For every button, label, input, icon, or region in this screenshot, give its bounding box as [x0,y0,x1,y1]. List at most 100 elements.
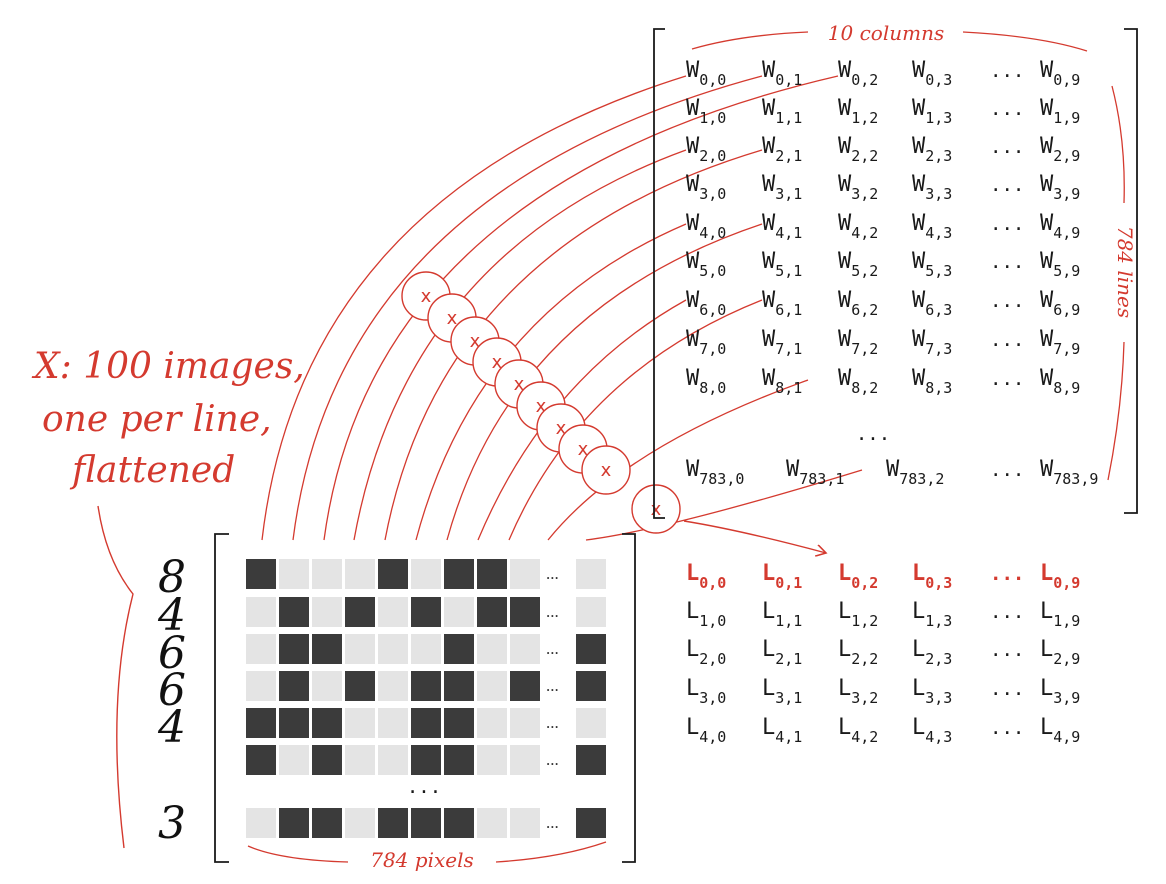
weight-row: W2,0 W2,1 W2,2 W2,3 W2,9... [686,134,1080,165]
lines-label: 784 lines [1113,226,1137,318]
logit-cell: L2,2 [838,637,878,668]
logit-cell: L4,1 [762,715,802,746]
pixel-cell [378,671,408,701]
multiply-symbol: x [470,331,481,352]
x-label-line2: one per line, [42,399,272,440]
pixel-cell [378,597,408,627]
image-pixel-row: ... [246,708,606,738]
result-arrow [683,520,826,553]
digit-label: 6 [158,665,186,716]
pixel-cell [378,708,408,738]
weight-ellipsis: ... [990,136,1024,158]
pixel-cell [345,708,375,738]
pixel-cell [279,708,309,738]
pixel-cell [312,597,342,627]
image-pixel-row: ... [246,634,606,664]
pixel-cell [576,808,606,838]
weight-cell: W5,2 [838,249,878,280]
pixel-cell [279,745,309,775]
weight-ellipsis: ... [990,251,1024,273]
weight-ellipsis: ... [990,213,1024,235]
weight-cell: W0,3 [912,58,952,89]
weight-cell: W2,3 [912,134,952,165]
pixel-cell [246,559,276,589]
weight-cell: W6,9 [1040,288,1080,319]
pixel-cell [576,671,606,701]
weight-ellipsis: ... [990,290,1024,312]
digit-label: 3 [158,798,186,849]
pixel-cell [477,808,507,838]
pixel-cell [444,808,474,838]
weight-ellipsis: ... [990,98,1024,120]
weights-right-bracket [1124,28,1138,514]
logit-row: L3,0 L3,1 L3,2 L3,3 L3,9... [686,676,1080,707]
images-matrix: ..................... ... [214,533,636,863]
weight-cell: W3,2 [838,172,878,203]
pixel-cell [246,708,276,738]
multiply-symbol: x [536,396,547,417]
pixel-cell [444,559,474,589]
logit-cell: L2,1 [762,637,802,668]
logit-ellipsis: ... [990,717,1024,739]
weight-cell: W4,9 [1040,211,1080,242]
multiply-symbol: x [492,352,503,373]
logit-cell: L0,3 [912,561,952,592]
pixel-cell [279,597,309,627]
weight-row: W4,0 W4,1 W4,2 W4,3 W4,9... [686,211,1080,242]
logit-cell: L0,0 [686,561,726,592]
weight-cell: W7,3 [912,327,952,358]
pixel-cell [279,671,309,701]
logit-cell: L4,3 [912,715,952,746]
images-vertical-ellipsis: ... [407,776,441,798]
lines-annotation: 784 lines [1107,85,1137,481]
pixel-cell [345,597,375,627]
logit-row: L4,0 L4,1 L4,2 L4,3 L4,9... [686,715,1080,746]
connector-arc [585,469,863,541]
weight-cell: W4,0 [686,211,726,242]
columns-label: 10 columns [828,21,944,45]
multiply-symbol: x [447,308,458,329]
weight-cell: W1,9 [1040,96,1080,127]
logit-cell: L1,1 [762,599,802,630]
logits-matrix: L0,0 L0,1 L0,2 L0,3 L0,9...L1,0 L1,1 L1,2 L1,3 L… [686,561,1080,746]
weight-cell: W783,0 [686,457,744,488]
logit-cell: L2,0 [686,637,726,668]
pixel-cell [411,808,441,838]
logit-cell: L1,3 [912,599,952,630]
weight-ellipsis: ... [990,368,1024,390]
x-label-line3: flattened [69,450,235,491]
pixel-cell [576,559,606,589]
weight-cell: W3,1 [762,172,802,203]
logit-cell: L4,9 [1040,715,1080,746]
connector-arc [547,379,809,541]
pixel-cell [246,634,276,664]
multiply-node: x [631,484,681,534]
weight-cell: W3,9 [1040,172,1080,203]
weight-cell: W0,1 [762,58,802,89]
weights-matrix: W0,0 W0,1 W0,2 W0,3 W0,9... W1,0 W1,1 W1,2 W1,3 W… [653,28,1138,519]
pixel-cell [345,559,375,589]
pixel-cell [477,597,507,627]
logit-cell: L1,0 [686,599,726,630]
weight-cell: W8,9 [1040,366,1080,397]
logit-cell: L1,9 [1040,599,1080,630]
images-right-bracket [622,533,636,863]
weight-ellipsis: ... [990,60,1024,82]
pixel-cell [312,559,342,589]
weight-cell: W6,1 [762,288,802,319]
pixel-cell [576,597,606,627]
multiply-node: x [581,445,631,495]
pixel-cell [444,671,474,701]
logit-ellipsis: ... [990,678,1024,700]
digit-label: 4 [157,702,186,753]
pixel-cell [345,745,375,775]
weight-cell: W7,0 [686,327,726,358]
weight-ellipsis: ... [990,329,1024,351]
weight-cell: W4,3 [912,211,952,242]
logit-cell: L3,3 [912,676,952,707]
x-annotation: X: 100 images, one per line, flattened [31,346,305,849]
weight-cell: W2,1 [762,134,802,165]
logit-cell: L4,2 [838,715,878,746]
pixel-cell [312,708,342,738]
